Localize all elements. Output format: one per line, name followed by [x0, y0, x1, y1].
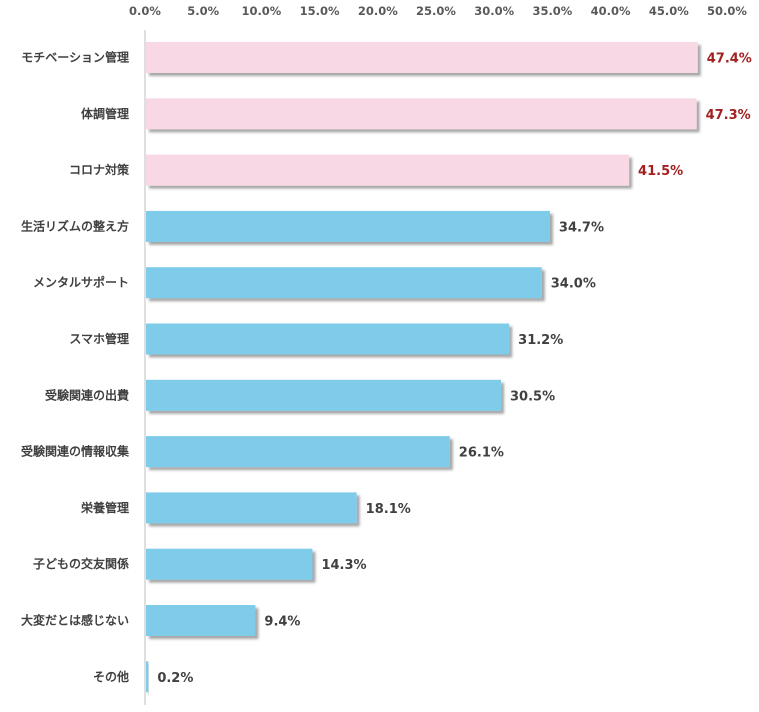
category-label: コロナ対策 [69, 162, 130, 177]
bar [146, 98, 697, 130]
x-tick-label: 30.0% [474, 4, 514, 18]
data-label: 47.4% [707, 52, 752, 67]
value-labels: 47.4% 47.3% 41.5% 34.7% 34.0% 31.2% 30.5% 26.1%… [157, 52, 752, 686]
bar [146, 42, 698, 73]
bar [146, 605, 256, 636]
x-tick-label: 15.0% [300, 4, 340, 18]
data-label: 9.4% [264, 615, 300, 630]
x-tick-label: 45.0% [649, 4, 689, 18]
category-label: 受験関連の情報収集 [21, 444, 130, 459]
bar [146, 379, 502, 411]
bar [146, 436, 450, 468]
bar [146, 323, 510, 355]
x-tick-label: 50.0% [707, 4, 747, 18]
x-tick-label: 5.0% [187, 4, 219, 18]
bar [146, 548, 313, 580]
data-label: 30.5% [510, 389, 555, 404]
bar [146, 210, 550, 242]
category-label: 体調管理 [81, 106, 129, 121]
category-labels: モチベーション管理体調管理コロナ対策生活リズムの整え方メンタルサポートスマホ管理… [21, 50, 130, 684]
category-label: その他 [93, 669, 129, 684]
bars-group [146, 42, 698, 693]
bar [146, 661, 149, 693]
category-label: 栄養管理 [80, 500, 129, 515]
category-label: 生活リズムの整え方 [21, 218, 129, 233]
data-label: 41.5% [638, 164, 683, 179]
data-label: 34.7% [559, 220, 604, 235]
x-tick-label: 0.0% [129, 4, 161, 18]
category-label: モチベーション管理 [21, 50, 129, 65]
bar [146, 492, 357, 524]
data-label: 14.3% [321, 558, 366, 573]
category-label: 子どもの交友関係 [33, 556, 129, 571]
x-tick-label: 35.0% [532, 4, 572, 18]
x-tick-label: 10.0% [241, 4, 281, 18]
data-label: 18.1% [366, 502, 411, 517]
category-label: 受験関連の出費 [45, 387, 129, 402]
category-label: 大変だとは感じない [21, 613, 129, 628]
data-label: 0.2% [157, 671, 193, 686]
data-label: 31.2% [518, 333, 563, 348]
x-tick-label: 25.0% [416, 4, 456, 18]
data-label: 26.1% [459, 446, 504, 461]
x-tick-label: 20.0% [358, 4, 398, 18]
data-label: 47.3% [706, 108, 751, 123]
category-label: スマホ管理 [69, 331, 129, 346]
x-axis-ticks: 0.0% 5.0% 10.0% 15.0% 20.0% 25.0% 30.0% 35.0% 40… [129, 4, 747, 18]
category-label: メンタルサポート [33, 275, 129, 290]
x-tick-label: 40.0% [591, 4, 631, 18]
data-label: 34.0% [551, 277, 596, 292]
bar [146, 267, 542, 299]
bar [146, 154, 630, 186]
